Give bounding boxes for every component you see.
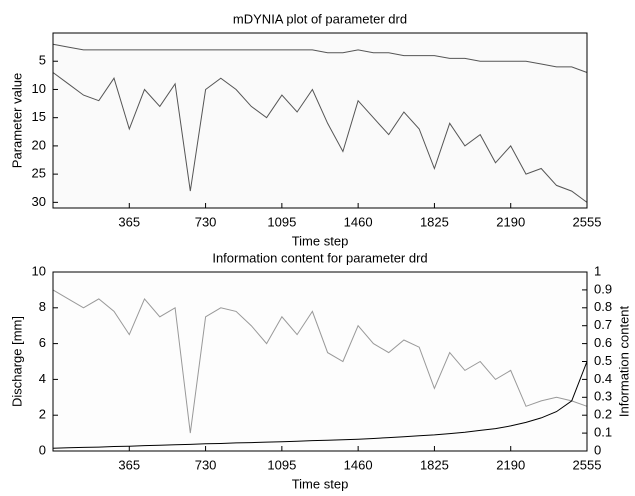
y2-axis-label: Information content — [616, 305, 631, 417]
x-tick-label: 365 — [118, 457, 140, 472]
plot-area — [53, 33, 587, 208]
x-axis-label: Time step — [292, 233, 349, 248]
x-tick-label: 1095 — [267, 214, 296, 229]
y-tick-label: 2 — [39, 407, 46, 422]
y2-tick-label: 0.1 — [594, 425, 612, 440]
y-tick-label: 6 — [39, 335, 46, 350]
y-tick-label: 30 — [32, 194, 46, 209]
y2-tick-label: 0.3 — [594, 389, 612, 404]
y2-tick-label: 0.9 — [594, 281, 612, 296]
x-axis-label: Time step — [292, 476, 349, 491]
y-tick-label: 4 — [39, 371, 46, 386]
y2-tick-label: 0.2 — [594, 407, 612, 422]
plot-area — [53, 272, 587, 451]
x-tick-label: 1825 — [420, 457, 449, 472]
y-tick-label: 20 — [32, 137, 46, 152]
x-tick-label: 1825 — [420, 214, 449, 229]
data-line — [52, 361, 588, 449]
y2-tick-label: 1 — [594, 263, 601, 278]
chart-title: mDYNIA plot of parameter drd — [233, 11, 407, 26]
data-line — [52, 72, 588, 203]
y2-tick-label: 0.5 — [594, 353, 612, 368]
y-tick-label: 5 — [39, 53, 46, 68]
x-tick-label: 2190 — [496, 214, 525, 229]
x-tick-label: 730 — [195, 214, 217, 229]
axes-box — [52, 32, 588, 209]
data-line — [52, 43, 588, 73]
y-tick-label: 25 — [32, 166, 46, 181]
y2-tick-label: 0.4 — [594, 371, 612, 386]
y2-tick-label: 0 — [594, 442, 601, 457]
y2-tick-label: 0.8 — [594, 299, 612, 314]
chart-title: Information content for parameter drd — [212, 250, 427, 265]
x-tick-label: 1095 — [267, 457, 296, 472]
x-tick-label: 730 — [195, 457, 217, 472]
y-tick-label: 10 — [32, 81, 46, 96]
x-tick-label: 2555 — [573, 214, 602, 229]
y-axis-label: Parameter value — [9, 73, 24, 168]
x-tick-label: 2555 — [573, 457, 602, 472]
y2-tick-label: 0.6 — [594, 335, 612, 350]
x-tick-label: 1460 — [344, 214, 373, 229]
y-tick-label: 8 — [39, 299, 46, 314]
data-line — [52, 289, 588, 434]
y-tick-label: 15 — [32, 109, 46, 124]
x-tick-label: 1460 — [344, 457, 373, 472]
y-tick-label: 0 — [39, 442, 46, 457]
y-axis-label: Discharge [mm] — [9, 316, 24, 407]
y2-tick-label: 0.7 — [594, 317, 612, 332]
y-tick-label: 10 — [32, 263, 46, 278]
x-tick-label: 2190 — [496, 457, 525, 472]
x-tick-label: 365 — [118, 214, 140, 229]
